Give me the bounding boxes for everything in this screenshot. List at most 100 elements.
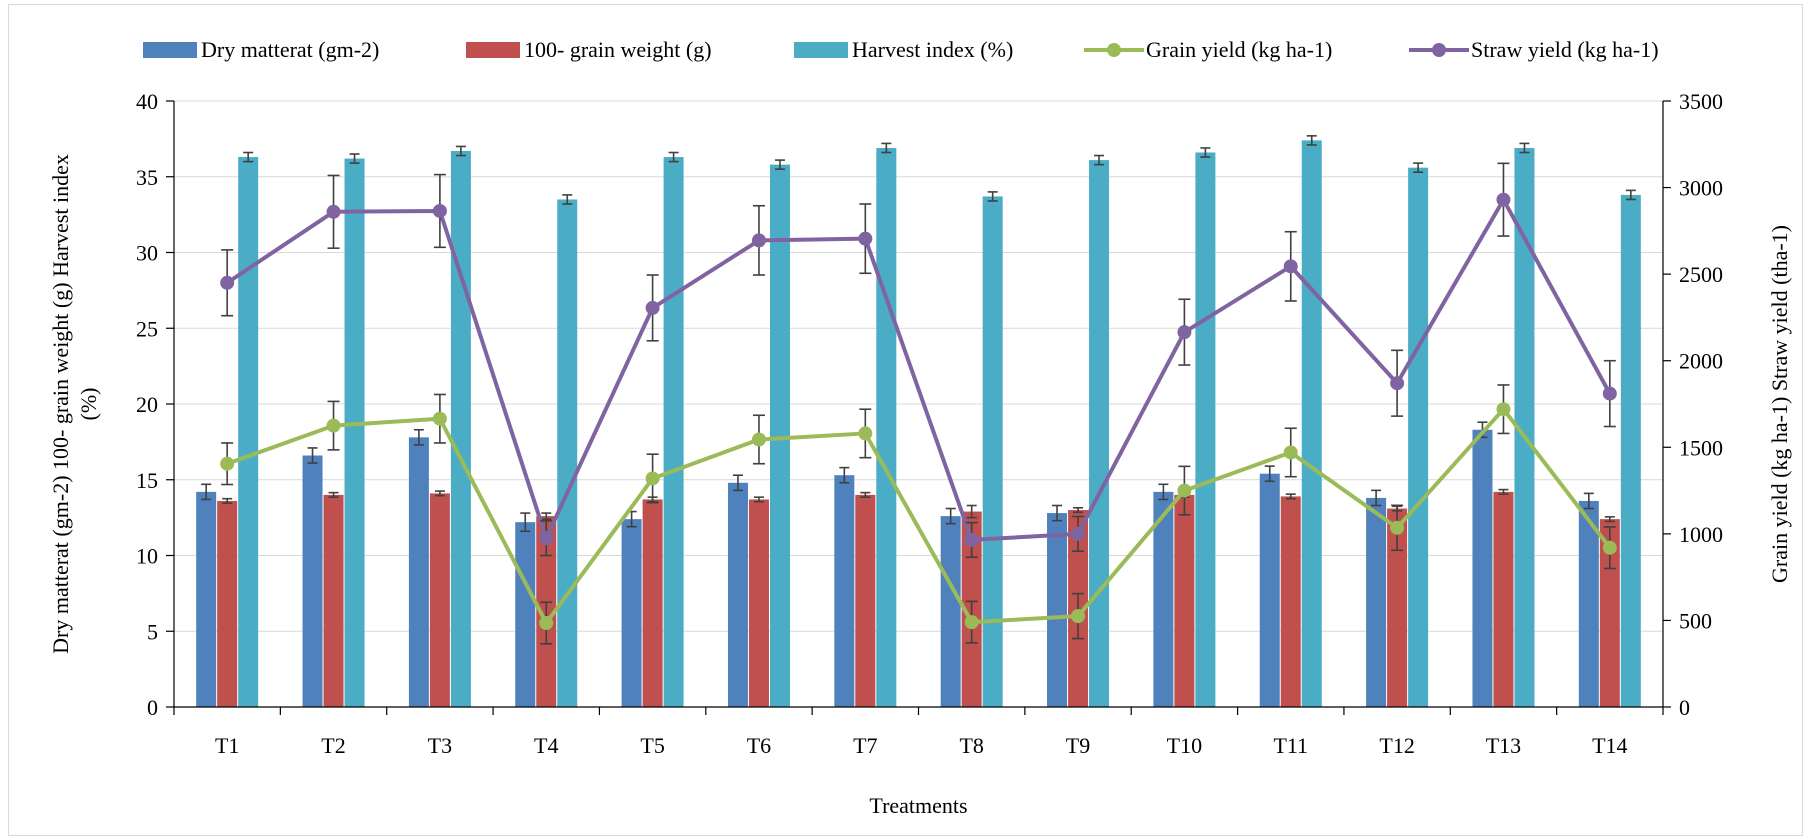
bar xyxy=(302,455,323,707)
x-tick-label: T1 xyxy=(215,733,239,758)
data-point xyxy=(432,411,447,426)
bar xyxy=(876,147,897,708)
y-tick-label-left: 5 xyxy=(147,619,158,644)
bar xyxy=(748,499,769,707)
bar xyxy=(834,475,855,707)
data-point xyxy=(858,426,873,441)
x-tick-label: T7 xyxy=(853,733,877,758)
bar xyxy=(1153,491,1174,707)
legend-label: 100- grain weight (g) xyxy=(524,37,712,62)
bar xyxy=(982,196,1003,707)
legend-label: Grain yield (kg ha-1) xyxy=(1146,37,1332,62)
bar xyxy=(1493,491,1514,707)
bar xyxy=(940,516,961,707)
bar xyxy=(1047,513,1068,707)
bar xyxy=(238,157,259,707)
y-tick-label-right: 500 xyxy=(1679,608,1712,633)
y-tick-label-right: 3500 xyxy=(1679,89,1723,114)
x-tick-label: T11 xyxy=(1273,733,1308,758)
x-tick-label: T8 xyxy=(959,733,983,758)
bar xyxy=(217,500,238,707)
x-tick-label: T14 xyxy=(1592,733,1627,758)
bar xyxy=(1599,519,1620,707)
legend-label: Dry matterat (gm-2) xyxy=(201,37,379,62)
bar xyxy=(1472,429,1493,707)
data-point xyxy=(220,456,235,471)
data-point xyxy=(1283,445,1298,460)
data-point xyxy=(858,231,873,246)
bar xyxy=(1195,152,1216,707)
data-point xyxy=(1177,325,1192,340)
x-tick-label: T4 xyxy=(534,733,558,758)
bar xyxy=(663,157,684,707)
data-point xyxy=(1283,259,1298,274)
data-point xyxy=(539,531,554,546)
bar xyxy=(450,150,471,707)
bar xyxy=(323,494,344,707)
bar xyxy=(1259,473,1280,707)
data-point xyxy=(1496,192,1511,207)
y-axis-title-left: Dry matterat (gm-2) 100- grain weight (g… xyxy=(48,154,101,654)
series-line xyxy=(226,407,1612,626)
bar xyxy=(1089,160,1110,707)
data-point xyxy=(1071,609,1086,624)
x-tick-label: T2 xyxy=(321,733,345,758)
data-point xyxy=(1602,386,1617,401)
data-point xyxy=(1602,540,1617,555)
bar xyxy=(642,499,663,707)
x-tick-label: T3 xyxy=(428,733,452,758)
bar xyxy=(429,493,450,707)
x-axis-title: Treatments xyxy=(869,793,967,818)
bar xyxy=(1578,500,1599,707)
data-point xyxy=(964,532,979,547)
y-tick-label-right: 3000 xyxy=(1679,176,1723,201)
bar xyxy=(1366,497,1387,707)
x-tick-label: T9 xyxy=(1066,733,1090,758)
legend-marker xyxy=(1432,43,1446,57)
legend-swatch xyxy=(143,42,197,58)
bar xyxy=(344,158,365,707)
y-tick-label-right: 1000 xyxy=(1679,522,1723,547)
y-tick-label-left: 40 xyxy=(136,89,158,114)
legend-label: Harvest index (%) xyxy=(852,37,1013,62)
data-point xyxy=(1390,520,1405,535)
y-tick-label-right: 0 xyxy=(1679,695,1690,720)
y-tick-label-left: 30 xyxy=(136,241,158,266)
bar xyxy=(1280,496,1301,707)
bar xyxy=(515,522,536,707)
data-point xyxy=(1177,483,1192,498)
bar xyxy=(621,519,642,707)
y-tick-label-left: 15 xyxy=(136,468,158,493)
data-point xyxy=(1071,526,1086,541)
y-tick-label-left: 20 xyxy=(136,392,158,417)
y-axis-title-right: Grain yield (kg ha-1) Straw yield (tha-1… xyxy=(1767,225,1792,583)
bar xyxy=(196,491,217,707)
x-tick-label: T6 xyxy=(747,733,771,758)
data-point xyxy=(539,616,554,631)
y-tick-label-right: 1500 xyxy=(1679,435,1723,460)
data-point xyxy=(1390,376,1405,391)
y-tick-label-right: 2500 xyxy=(1679,262,1723,287)
data-point xyxy=(1496,402,1511,417)
x-tick-label: T13 xyxy=(1486,733,1521,758)
data-point xyxy=(220,275,235,290)
data-point xyxy=(432,203,447,218)
x-tick-label: T12 xyxy=(1379,733,1414,758)
data-point xyxy=(645,300,660,315)
bar xyxy=(727,482,748,707)
data-point xyxy=(326,204,341,219)
bar xyxy=(1620,194,1641,707)
legend-swatch xyxy=(794,42,848,58)
bar xyxy=(557,199,578,707)
bar xyxy=(769,164,790,707)
bar xyxy=(1174,494,1195,707)
data-point xyxy=(645,471,660,486)
legend-marker xyxy=(1107,43,1121,57)
x-tick-label: T10 xyxy=(1167,733,1202,758)
y-tick-label-left: 35 xyxy=(136,165,158,190)
series-line xyxy=(226,197,1612,542)
bar xyxy=(1408,167,1429,707)
data-point xyxy=(751,233,766,248)
y-tick-label-left: 25 xyxy=(136,316,158,341)
